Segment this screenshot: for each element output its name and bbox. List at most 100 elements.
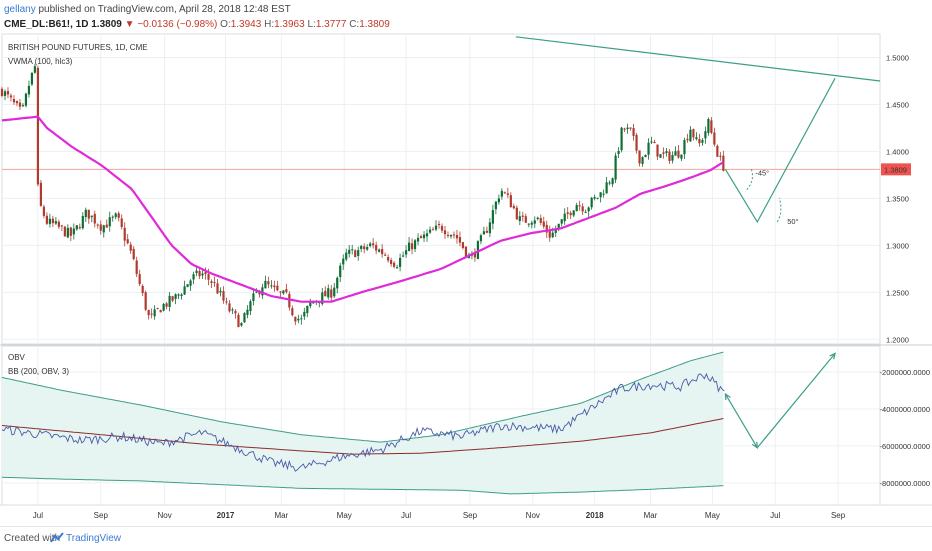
candle[interactable]: [186, 284, 189, 288]
candle[interactable]: [300, 314, 303, 325]
candle[interactable]: [704, 126, 707, 144]
candle[interactable]: [303, 307, 306, 320]
candle[interactable]: [90, 215, 93, 223]
candle[interactable]: [381, 244, 384, 258]
candle[interactable]: [665, 147, 668, 157]
candle[interactable]: [689, 126, 692, 142]
candle[interactable]: [174, 293, 177, 305]
candle[interactable]: [201, 269, 204, 279]
candle[interactable]: [360, 244, 363, 253]
candle[interactable]: [584, 209, 587, 214]
candle[interactable]: [533, 216, 536, 228]
candle[interactable]: [488, 218, 491, 237]
candle[interactable]: [123, 222, 126, 247]
candle[interactable]: [722, 150, 725, 172]
candle[interactable]: [234, 309, 237, 319]
candle[interactable]: [342, 254, 345, 270]
candle[interactable]: [452, 231, 456, 239]
candle[interactable]: [330, 285, 333, 302]
candle[interactable]: [596, 197, 599, 200]
candle[interactable]: [575, 202, 578, 212]
candle[interactable]: [674, 146, 677, 156]
candle[interactable]: [63, 225, 66, 237]
candle[interactable]: [120, 214, 123, 230]
candle[interactable]: [204, 267, 207, 280]
candle[interactable]: [530, 220, 533, 229]
candle[interactable]: [527, 223, 530, 228]
candle[interactable]: [563, 208, 566, 225]
candle[interactable]: [0, 87, 4, 98]
candle[interactable]: [557, 223, 560, 232]
candle[interactable]: [339, 262, 342, 282]
candle[interactable]: [428, 226, 432, 234]
bb-legend[interactable]: BB (200, OBV, 3): [8, 367, 69, 376]
symbol-label[interactable]: CME_DL:B61!, 1D: [4, 19, 89, 30]
candle[interactable]: [620, 126, 623, 153]
candle[interactable]: [198, 268, 201, 279]
candle[interactable]: [390, 257, 393, 267]
obv-line[interactable]: [1, 372, 725, 472]
candle[interactable]: [12, 95, 16, 105]
candle[interactable]: [318, 302, 321, 308]
candle[interactable]: [491, 204, 494, 230]
candle[interactable]: [650, 136, 653, 145]
candle[interactable]: [6, 87, 10, 99]
candle[interactable]: [108, 211, 111, 232]
candle[interactable]: [542, 216, 545, 229]
candle[interactable]: [509, 192, 512, 208]
candle[interactable]: [243, 312, 246, 323]
tradingview-brand[interactable]: TradingView: [66, 533, 122, 544]
candle[interactable]: [291, 305, 294, 317]
candle[interactable]: [599, 192, 602, 203]
candle[interactable]: [180, 292, 183, 300]
candle[interactable]: [69, 226, 72, 242]
bb-upper-band[interactable]: [1, 351, 724, 443]
candle[interactable]: [132, 246, 135, 261]
candle[interactable]: [45, 212, 48, 226]
candle[interactable]: [3, 89, 7, 101]
candle[interactable]: [213, 276, 216, 287]
candle[interactable]: [396, 264, 399, 270]
candle[interactable]: [135, 256, 138, 278]
candle[interactable]: [485, 226, 488, 234]
candle[interactable]: [261, 283, 264, 299]
candle[interactable]: [387, 254, 390, 263]
candle[interactable]: [42, 204, 46, 219]
candle[interactable]: [393, 261, 396, 269]
chart-canvas[interactable]: -45° 50° Jul Sep Nov 2017 Mar May Jul Sep Nov 2018…: [0, 0, 932, 526]
candle[interactable]: [177, 293, 180, 300]
candle[interactable]: [96, 223, 99, 229]
candle[interactable]: [21, 102, 25, 108]
candle[interactable]: [327, 284, 330, 300]
candle[interactable]: [84, 207, 87, 223]
candle[interactable]: [425, 229, 429, 242]
candle[interactable]: [500, 188, 503, 200]
candle[interactable]: [276, 280, 279, 292]
candle[interactable]: [611, 177, 614, 188]
candle[interactable]: [57, 219, 60, 230]
candle[interactable]: [581, 203, 584, 216]
candle[interactable]: [237, 312, 240, 328]
candle[interactable]: [189, 279, 192, 291]
candle[interactable]: [48, 213, 51, 228]
candle[interactable]: [434, 220, 438, 232]
candle[interactable]: [99, 220, 102, 235]
candle[interactable]: [222, 286, 225, 304]
candle[interactable]: [216, 278, 219, 295]
candle[interactable]: [449, 234, 453, 239]
candle[interactable]: [171, 295, 174, 302]
candle[interactable]: [363, 243, 366, 254]
candle[interactable]: [644, 154, 647, 158]
candle[interactable]: [536, 216, 539, 221]
candle[interactable]: [309, 298, 312, 309]
candle[interactable]: [692, 128, 695, 141]
candle[interactable]: [147, 309, 150, 320]
candle[interactable]: [183, 280, 186, 295]
candle[interactable]: [416, 233, 420, 246]
candle[interactable]: [506, 187, 509, 199]
candle[interactable]: [602, 189, 605, 198]
candle[interactable]: [72, 223, 75, 240]
candle[interactable]: [297, 314, 300, 324]
candle[interactable]: [288, 291, 291, 311]
candle[interactable]: [162, 302, 165, 312]
